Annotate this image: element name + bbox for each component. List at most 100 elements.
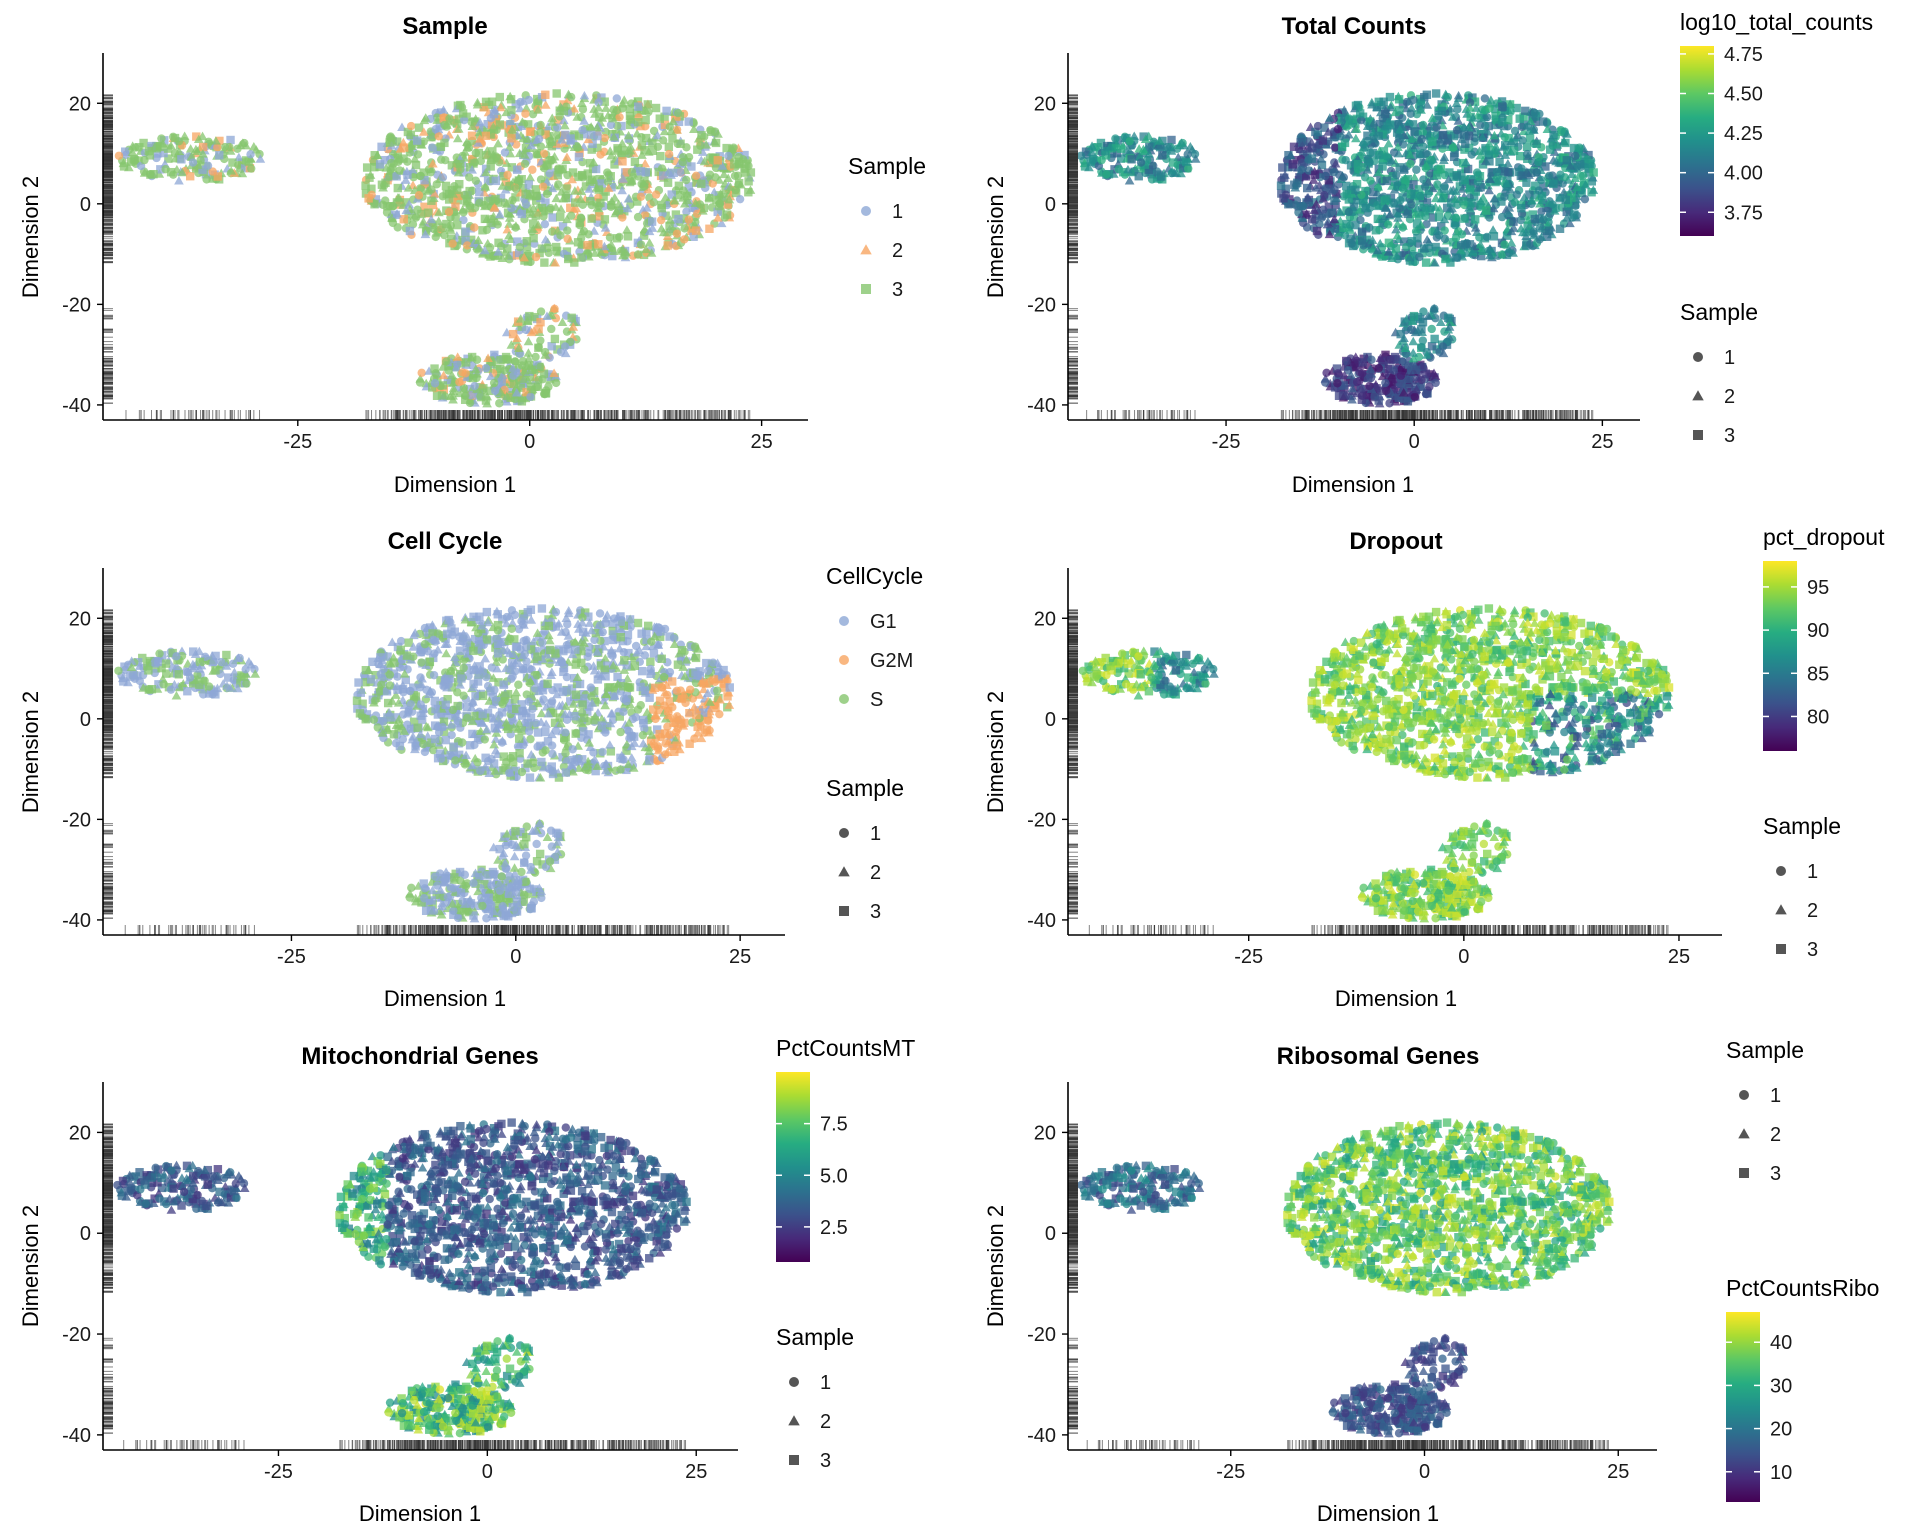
data-point — [1366, 176, 1375, 185]
data-point — [587, 175, 597, 184]
data-point — [634, 102, 643, 111]
data-point — [1453, 90, 1464, 100]
data-point — [705, 194, 714, 203]
data-point — [567, 313, 576, 323]
data-point — [664, 149, 674, 159]
data-point — [562, 95, 573, 105]
data-point — [386, 165, 395, 174]
data-point — [157, 134, 166, 143]
data-point — [1364, 159, 1373, 168]
data-point — [536, 336, 545, 345]
data-point — [544, 248, 553, 258]
data-point — [1398, 184, 1408, 194]
data-point — [461, 227, 470, 236]
data-point — [570, 258, 579, 267]
data-point — [452, 133, 463, 143]
data-point — [486, 218, 495, 228]
data-point — [564, 254, 573, 264]
data-point — [1341, 155, 1350, 165]
data-point — [1438, 130, 1448, 140]
data-point — [161, 164, 170, 174]
data-point — [563, 226, 572, 235]
data-point — [659, 126, 670, 136]
data-point — [226, 135, 235, 145]
data-point — [453, 185, 462, 194]
data-point — [571, 203, 582, 213]
data-point — [495, 399, 504, 408]
data-points — [1076, 89, 1599, 408]
data-point — [1485, 157, 1494, 166]
data-point — [1534, 157, 1543, 167]
data-point — [1409, 95, 1418, 105]
data-point — [1411, 365, 1421, 374]
data-point — [729, 143, 738, 152]
data-point — [430, 224, 439, 234]
data-point — [460, 391, 470, 400]
data-point — [437, 391, 447, 400]
data-point — [1181, 157, 1191, 166]
data-point — [395, 155, 404, 164]
data-point — [579, 90, 590, 100]
data-point — [626, 115, 635, 124]
y-tick-label: 0 — [80, 194, 91, 216]
data-point — [438, 173, 448, 182]
data-point — [1395, 105, 1404, 115]
data-point — [146, 170, 155, 179]
data-point — [1337, 142, 1347, 151]
data-point — [559, 106, 569, 116]
data-point — [415, 378, 425, 387]
data-point — [713, 207, 722, 217]
y-tick-label: 20 — [69, 93, 91, 115]
data-point — [468, 154, 477, 164]
data-point — [640, 158, 650, 168]
data-point — [482, 150, 491, 160]
data-point — [481, 97, 491, 107]
data-point — [197, 131, 208, 141]
data-point — [656, 215, 666, 225]
data-point — [612, 94, 622, 103]
data-point — [1537, 175, 1546, 185]
data-point — [617, 185, 627, 195]
data-point — [608, 113, 617, 123]
data-point — [1351, 185, 1360, 194]
data-point — [370, 163, 379, 172]
data-point — [1475, 233, 1484, 242]
data-point — [1351, 359, 1360, 369]
data-point — [1448, 143, 1458, 152]
data-point — [562, 152, 572, 161]
data-point — [1327, 208, 1337, 217]
data-point — [456, 159, 465, 169]
data-point — [255, 154, 266, 163]
data-point — [1451, 213, 1460, 222]
data-point — [390, 153, 400, 163]
data-point — [1379, 97, 1388, 106]
data-point — [1459, 130, 1469, 139]
data-point — [643, 100, 653, 109]
data-point — [453, 220, 462, 230]
data-point — [493, 220, 502, 229]
data-point — [558, 164, 567, 173]
data-point — [648, 146, 657, 155]
data-point — [532, 94, 542, 104]
data-point — [426, 168, 435, 177]
data-point — [1545, 171, 1554, 181]
data-point — [662, 106, 671, 116]
data-point — [139, 138, 148, 148]
data-point — [1357, 227, 1367, 236]
data-point — [491, 194, 500, 204]
data-point — [593, 143, 602, 153]
data-point — [659, 136, 668, 145]
data-point — [1401, 176, 1410, 185]
data-point — [644, 238, 655, 247]
data-point — [1389, 148, 1399, 157]
data-point — [1392, 170, 1401, 180]
data-point — [680, 224, 689, 233]
y-axis-label: Dimension 2 — [18, 176, 43, 298]
data-point — [719, 169, 729, 179]
data-point — [486, 162, 495, 171]
data-point — [1589, 168, 1598, 177]
data-point — [1297, 165, 1306, 174]
data-point — [540, 219, 550, 229]
data-point — [618, 157, 627, 166]
data-point — [1530, 108, 1539, 118]
